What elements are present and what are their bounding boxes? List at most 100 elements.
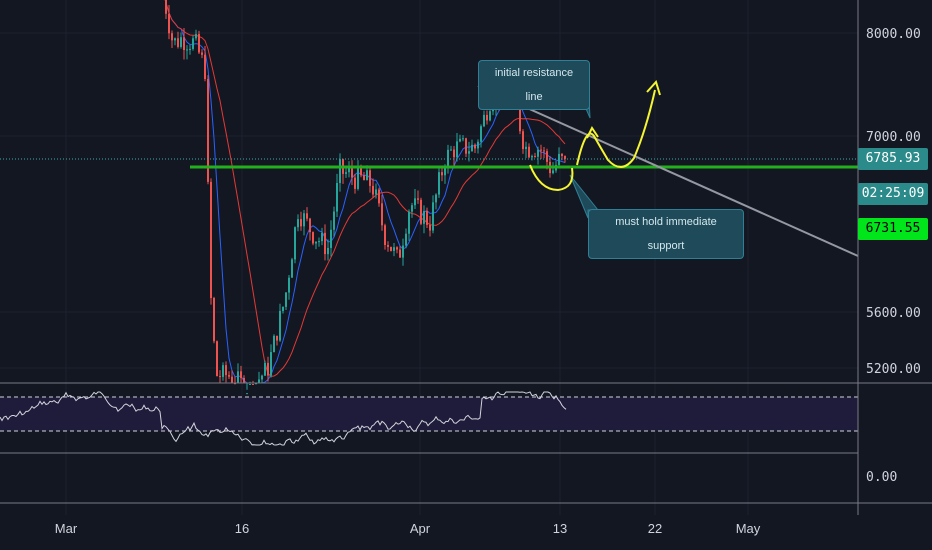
time-tick-label: Apr (410, 521, 431, 536)
fast-moving-average (164, 0, 566, 384)
candle-body (405, 233, 407, 246)
candle-body (360, 166, 362, 176)
support-price-label: 6731.55 (858, 218, 928, 240)
candle-body (390, 246, 392, 251)
candle-body (345, 172, 347, 174)
support-curve (529, 164, 574, 192)
candle-body (324, 232, 326, 255)
candle-body (303, 213, 305, 227)
candle-body (366, 170, 368, 181)
candle-body (255, 383, 257, 385)
candle-body (183, 37, 185, 50)
rsi-band (0, 397, 858, 431)
candle-body (186, 49, 188, 51)
candle-body (300, 219, 302, 227)
candle-body (339, 159, 341, 184)
candle-body (552, 170, 554, 174)
time-tick-label: May (736, 521, 761, 536)
candle-body (522, 131, 524, 150)
candle-body (384, 225, 386, 246)
candle-body (435, 194, 437, 203)
candle-body (426, 211, 428, 225)
candle-body (225, 365, 227, 376)
projected-arrowhead-2 (646, 80, 661, 96)
candle-body (489, 111, 491, 121)
candle-body (315, 241, 317, 244)
candle-body (267, 362, 269, 376)
candle-body (201, 52, 203, 55)
last-price-label: 6785.93 (858, 148, 928, 170)
candle-body (387, 245, 389, 247)
candle-body (312, 232, 314, 244)
candle-body (525, 146, 527, 150)
candle-body (351, 168, 353, 178)
candle-body (330, 229, 332, 248)
candle-body (477, 141, 479, 149)
candle-body (210, 181, 212, 299)
candle-body (474, 144, 476, 149)
candle-body (378, 189, 380, 204)
slow-moving-average (164, 0, 566, 377)
candle-body (444, 168, 446, 176)
candle-body (177, 38, 179, 47)
candle-body (192, 38, 194, 49)
candle-body (540, 149, 542, 151)
candle-body (327, 247, 329, 255)
candle-body (234, 383, 236, 385)
candle-body (357, 166, 359, 189)
candle-body (258, 379, 260, 383)
candle-body (180, 37, 182, 47)
candle-body (465, 138, 467, 154)
price-tick-label: 5600.00 (866, 306, 921, 321)
candle-body (372, 185, 374, 195)
candle-body (528, 146, 530, 158)
candle-body (399, 249, 401, 258)
time-tick-label: 22 (648, 521, 662, 536)
candle-body (408, 211, 410, 234)
candle-body (165, 0, 167, 14)
candle-body (264, 362, 266, 376)
candle-body (480, 126, 482, 142)
candle-body (348, 168, 350, 173)
candle-body (462, 138, 464, 140)
countdown-label: 02:25:09 (858, 183, 928, 205)
candle-body (471, 144, 473, 152)
projected-arrowhead-1 (586, 126, 599, 139)
candle-body (297, 219, 299, 228)
candle-body (189, 48, 191, 50)
candle-body (414, 198, 416, 206)
candle-body (453, 149, 455, 158)
time-tick-label: Mar (55, 521, 78, 536)
candle-body (168, 13, 170, 34)
candle-body (456, 141, 458, 158)
candle-body (213, 298, 215, 342)
candle-body (336, 183, 338, 212)
candle-body (561, 153, 563, 157)
candle-body (564, 156, 566, 159)
candle-body (519, 109, 521, 132)
candle-body (294, 227, 296, 260)
candle-body (276, 335, 278, 341)
candle-body (288, 277, 290, 293)
candle-body (216, 341, 218, 377)
candle-body (468, 151, 470, 154)
candle-body (417, 198, 419, 200)
candle-body (546, 151, 548, 162)
candle-body (333, 211, 335, 230)
time-tick-label: 13 (553, 521, 567, 536)
candle-body (222, 365, 224, 377)
candle-body (369, 170, 371, 186)
candle-body (291, 259, 293, 278)
candle-body (270, 352, 272, 376)
candle-body (318, 241, 320, 243)
candle-body (228, 375, 230, 377)
candle-body (306, 213, 308, 219)
price-tick-label: 8000.00 (866, 27, 921, 42)
axes: 8000.00 7000.00 5600.00 5200.00 0.00 Mar 16 Apr… (0, 0, 932, 536)
candle-body (483, 114, 485, 127)
candle-body (195, 34, 197, 39)
rsi-line (0, 391, 567, 446)
candle-body (441, 172, 443, 176)
candle-body (420, 199, 422, 224)
